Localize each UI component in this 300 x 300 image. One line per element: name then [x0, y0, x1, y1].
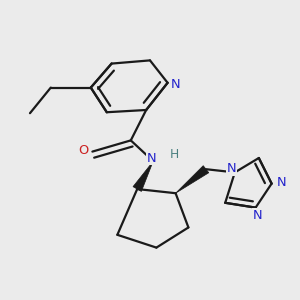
Text: N: N: [227, 162, 236, 175]
Text: O: O: [78, 143, 88, 157]
Text: N: N: [276, 176, 286, 188]
Polygon shape: [176, 166, 209, 193]
Text: N: N: [171, 78, 180, 91]
Text: H: H: [169, 148, 178, 161]
Text: N: N: [147, 152, 156, 164]
Text: N: N: [252, 209, 262, 222]
Polygon shape: [133, 161, 153, 191]
